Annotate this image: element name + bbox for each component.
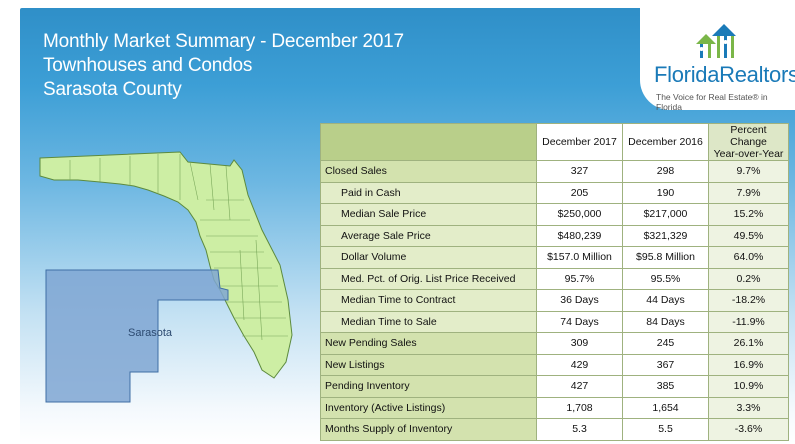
row-label: Inventory (Active Listings) [320,396,537,419]
table-header-row: December 2017 December 2016 Percent Chan… [320,123,789,161]
value-previous: 84 Days [622,310,709,333]
value-previous: $95.8 Million [622,246,709,269]
row-label: Closed Sales [320,160,537,183]
row-label: Pending Inventory [320,375,537,398]
table-row: Average Sale Price $480,239 $321,329 49.5% [320,224,789,247]
value-previous: 367 [622,353,709,376]
table-row: Months Supply of Inventory 5.3 5.5 -3.6% [320,418,789,441]
header-previous-period: December 2016 [622,123,709,161]
value-percent-change: -11.9% [708,310,789,333]
value-percent-change: 7.9% [708,181,789,204]
table-row: Median Time to Sale 74 Days 84 Days -11.9% [320,310,789,333]
row-label: Median Time to Contract [320,289,537,312]
county-name: Sarasota County [43,79,182,100]
value-previous: 1,654 [622,396,709,419]
value-percent-change: 26.1% [708,332,789,355]
map-county-label: Sarasota [128,327,173,339]
table-row: Closed Sales 327 298 9.7% [320,160,789,183]
header-percent-change: Percent Change Year-over-Year [708,123,789,161]
value-previous: 95.5% [622,267,709,290]
county-borders [69,154,288,341]
value-previous: 385 [622,375,709,398]
row-label: Median Sale Price [320,203,537,226]
page-title: Monthly Market Summary - December 2017 [43,31,404,52]
value-percent-change: 0.2% [708,267,789,290]
value-current: 205 [536,181,623,204]
table-row: Med. Pct. of Orig. List Price Received 95… [320,267,789,290]
value-previous: $217,000 [622,203,709,226]
value-percent-change: 64.0% [708,246,789,269]
row-label: Med. Pct. of Orig. List Price Received [320,267,537,290]
value-previous: 298 [622,160,709,183]
value-current: 309 [536,332,623,355]
value-previous: 245 [622,332,709,355]
value-current: 429 [536,353,623,376]
value-current: 74 Days [536,310,623,333]
value-current: $157.0 Million [536,246,623,269]
table-row: Inventory (Active Listings) 1,708 1,654 3.3… [320,396,789,419]
table-row: New Pending Sales 309 245 26.1% [320,332,789,355]
value-percent-change: 3.3% [708,396,789,419]
row-label: New Listings [320,353,537,376]
value-percent-change: -18.2% [708,289,789,312]
value-percent-change: 16.9% [708,353,789,376]
houses-people-logo-icon [696,24,736,58]
market-summary-table: December 2017 December 2016 Percent Chan… [320,123,789,441]
value-percent-change: 10.9% [708,375,789,398]
row-label: Average Sale Price [320,224,537,247]
row-label: New Pending Sales [320,332,537,355]
table-row: Median Time to Contract 36 Days 44 Days -18… [320,289,789,312]
value-percent-change: 49.5% [708,224,789,247]
title-block: Monthly Market Summary - December 2017 T… [43,30,404,102]
value-percent-change: 15.2% [708,203,789,226]
table-row: Median Sale Price $250,000 $217,000 15.2% [320,203,789,226]
table-row: New Listings 429 367 16.9% [320,353,789,376]
value-current: 36 Days [536,289,623,312]
value-current: 1,708 [536,396,623,419]
value-previous: 5.5 [622,418,709,441]
value-previous: 190 [622,181,709,204]
table-row: Pending Inventory 427 385 10.9% [320,375,789,398]
property-type: Townhouses and Condos [43,55,253,76]
value-current: $480,239 [536,224,623,247]
table-row: Paid in Cash 205 190 7.9% [320,181,789,204]
value-current: 327 [536,160,623,183]
sarasota-county-shape [45,269,229,403]
row-label: Months Supply of Inventory [320,418,537,441]
row-label: Paid in Cash [320,181,537,204]
logo-tagline: The Voice for Real Estate® in Florida [656,92,768,112]
row-label: Dollar Volume [320,246,537,269]
value-previous: $321,329 [622,224,709,247]
value-percent-change: -3.6% [708,418,789,441]
logo: FloridaRealtors® The Voice for Real Esta… [640,8,795,112]
florida-map: Sarasota [39,151,293,403]
value-percent-change: 9.7% [708,160,789,183]
row-label: Median Time to Sale [320,310,537,333]
header-current-period: December 2017 [536,123,623,161]
logo-wordmark: FloridaRealtors® [654,62,795,87]
value-current: $250,000 [536,203,623,226]
table-row: Dollar Volume $157.0 Million $95.8 Million… [320,246,789,269]
value-current: 5.3 [536,418,623,441]
value-previous: 44 Days [622,289,709,312]
value-current: 427 [536,375,623,398]
header-blank-cell [320,123,537,161]
value-current: 95.7% [536,267,623,290]
